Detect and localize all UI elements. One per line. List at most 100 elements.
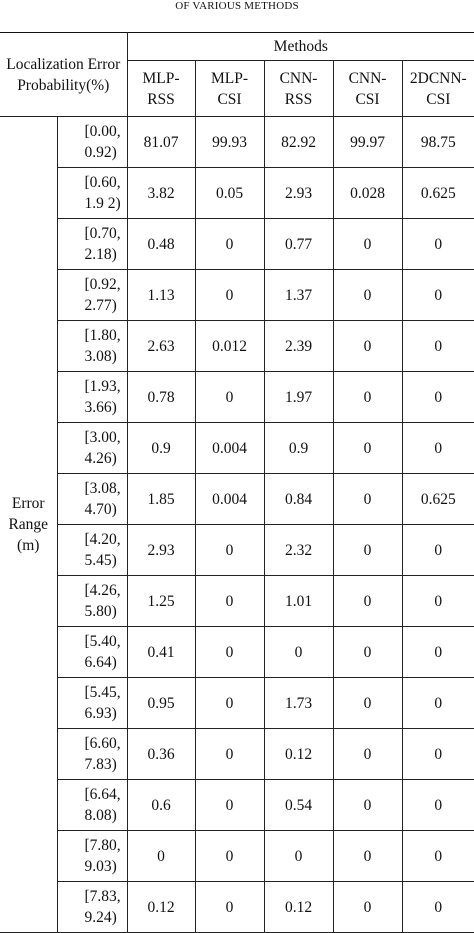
range-upper: 5.80)	[84, 603, 117, 620]
range-cell: [4.20, 5.45)	[56, 524, 128, 576]
value-cell: 0	[332, 830, 403, 882]
value-cell: 0	[194, 575, 265, 627]
value-cell: 0.54	[263, 779, 334, 831]
range-cell: [5.45, 6.93)	[56, 677, 128, 729]
value-cell: 0.36	[126, 728, 196, 780]
range-cell: [5.40, 6.64)	[56, 626, 128, 678]
range-upper: 9.03)	[84, 858, 117, 875]
method-header-line1: MLP-	[142, 69, 180, 87]
range-lower: [1.80,	[84, 327, 121, 344]
value-cell: 0	[332, 422, 403, 474]
range-upper: 3.08)	[84, 348, 117, 365]
method-header-4: 2DCNN- CSI	[401, 60, 474, 117]
value-cell: 0.05	[194, 167, 265, 219]
table-header: Localization Error Probability(%) Method…	[0, 32, 474, 117]
method-header-line2: CSI	[355, 90, 380, 108]
value-cell: 0.12	[126, 881, 196, 933]
value-cell: 0.95	[126, 677, 196, 729]
method-header-line2: RSS	[147, 90, 175, 108]
method-header-1: MLP- CSI	[194, 60, 265, 117]
method-header-2: CNN- RSS	[263, 60, 334, 117]
value-cell: 0	[194, 830, 265, 882]
value-cell: 1.01	[263, 575, 334, 627]
method-header-line1: CNN-	[279, 69, 318, 87]
range-upper: 6.93)	[84, 705, 117, 722]
value-cell: 0	[194, 677, 265, 729]
range-upper: 0.92)	[84, 144, 117, 161]
value-cell: 0.004	[194, 473, 265, 525]
value-cell: 0	[401, 371, 474, 423]
value-cell: 0	[263, 626, 334, 678]
range-cell: [7.80, 9.03)	[56, 830, 128, 882]
table-row: [7.80, 9.03) 0 0 0 0 0	[0, 830, 474, 882]
table-row: [7.83, 9.24) 0.12 0 0.12 0 0	[0, 881, 474, 933]
table-row: [0.70, 2.18) 0.48 0 0.77 0 0	[0, 218, 474, 270]
range-upper: 9.24)	[84, 909, 117, 926]
table-row: [1.80, 3.08) 2.63 0.012 2.39 0 0	[0, 320, 474, 372]
value-cell: 1.37	[263, 269, 334, 321]
range-lower: [6.60,	[84, 735, 121, 752]
corner-header-line2: Probability(%)	[17, 76, 110, 94]
method-header-line1: MLP-	[210, 69, 249, 87]
range-cell: [0.00, 0.92)	[56, 116, 128, 168]
value-cell: 82.92	[263, 116, 334, 168]
value-cell: 0	[332, 779, 403, 831]
table-caption: OF VARIOUS METHODS	[175, 0, 299, 12]
value-cell: 0	[194, 626, 265, 678]
value-cell: 0.625	[401, 473, 474, 525]
method-header-line1: CNN-	[348, 69, 387, 87]
value-cell: 0	[401, 218, 474, 270]
value-cell: 0	[332, 575, 403, 627]
range-lower: [7.83,	[84, 888, 121, 905]
table-row: [3.08, 4.70) 1.85 0.004 0.84 0 0.625	[0, 473, 474, 525]
value-cell: 0	[332, 728, 403, 780]
range-cell: [1.93, 3.66)	[56, 371, 128, 423]
value-cell: 0.9	[126, 422, 196, 474]
range-upper: 1.9 2)	[84, 195, 121, 212]
value-cell: 0	[332, 371, 403, 423]
range-cell: [6.64, 8.08)	[56, 779, 128, 831]
value-cell: 0	[332, 881, 403, 933]
methods-group-header: Methods	[126, 32, 474, 61]
table-row: [4.26, 5.80) 1.25 0 1.01 0 0	[0, 575, 474, 627]
range-lower: [0.00,	[84, 123, 121, 140]
value-cell: 1.73	[263, 677, 334, 729]
error-probability-table: Localization Error Probability(%) Method…	[0, 32, 474, 933]
value-cell: 99.93	[194, 116, 265, 168]
range-cell: [7.83, 9.24)	[56, 881, 128, 933]
range-lower: [4.20,	[84, 531, 121, 548]
error-range-label-line2: Range	[8, 516, 49, 533]
method-header-line2: CSI	[217, 90, 242, 108]
range-upper: 8.08)	[84, 807, 117, 824]
value-cell: 0.004	[194, 422, 265, 474]
value-cell: 0	[401, 575, 474, 627]
method-header-3: CNN- CSI	[332, 60, 403, 117]
value-cell: 0	[194, 218, 265, 270]
value-cell: 0	[194, 779, 265, 831]
range-cell: [3.00, 4.26)	[56, 422, 128, 474]
value-cell: 0.625	[401, 167, 474, 219]
table-row: [5.40, 6.64) 0.41 0 0 0 0	[0, 626, 474, 678]
method-header-line1: 2DCNN-	[409, 69, 467, 87]
range-upper: 2.77)	[84, 297, 117, 314]
value-cell: 81.07	[126, 116, 196, 168]
corner-header: Localization Error Probability(%)	[0, 32, 128, 117]
value-cell: 0	[401, 320, 474, 372]
value-cell: 0	[401, 728, 474, 780]
range-cell: [0.92, 2.77)	[56, 269, 128, 321]
value-cell: 2.39	[263, 320, 334, 372]
table-body: Error Range (m) [0.00, 0.92) 81.07 99.93 82.92 9…	[0, 116, 474, 933]
value-cell: 0	[401, 422, 474, 474]
value-cell: 0.028	[332, 167, 403, 219]
range-upper: 7.83)	[84, 756, 117, 773]
value-cell: 0	[332, 677, 403, 729]
value-cell: 2.93	[126, 524, 196, 576]
value-cell: 0	[401, 524, 474, 576]
value-cell: 1.13	[126, 269, 196, 321]
value-cell: 0	[332, 473, 403, 525]
method-header-0: MLP- RSS	[126, 60, 196, 117]
range-upper: 3.66)	[84, 399, 117, 416]
value-cell: 1.85	[126, 473, 196, 525]
table-row: [0.92, 2.77) 1.13 0 1.37 0 0	[0, 269, 474, 321]
range-cell: [3.08, 4.70)	[56, 473, 128, 525]
